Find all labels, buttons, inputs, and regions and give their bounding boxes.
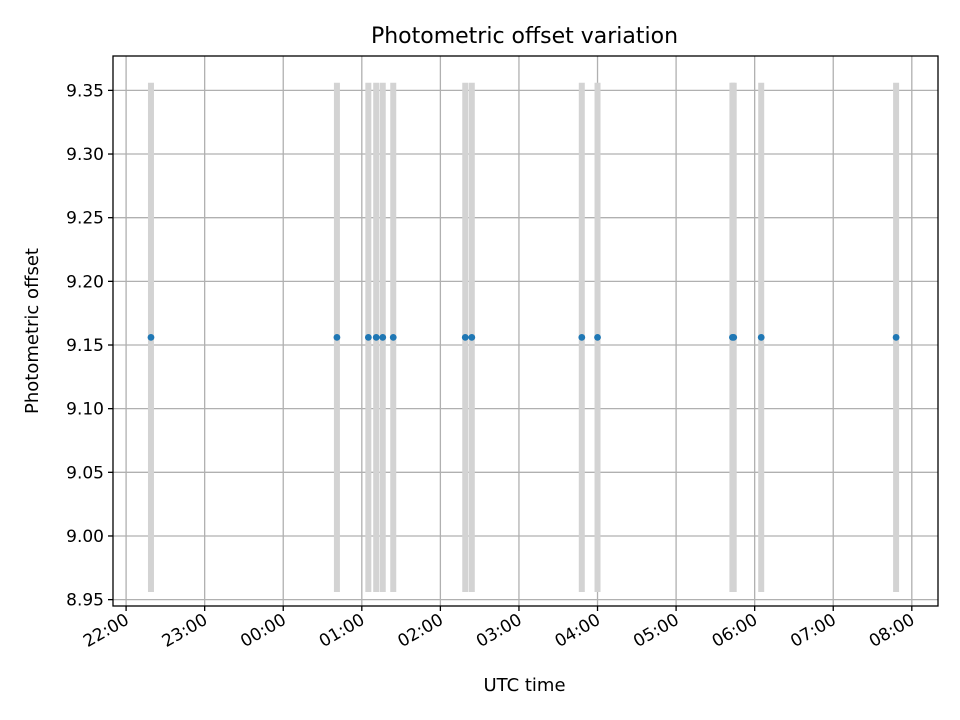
y-tick-label: 9.20: [66, 272, 104, 292]
data-point: [379, 333, 387, 341]
data-point: [594, 333, 601, 341]
x-tick-label: 03:00: [473, 610, 525, 652]
data-point: [757, 333, 765, 341]
data-point: [364, 333, 372, 341]
data-point: [461, 333, 469, 341]
data-point: [372, 333, 380, 341]
data-point: [892, 333, 900, 341]
plot-area-frame: [112, 55, 939, 607]
y-axis-ticks: 8.95 9.00 9.05 9.10 9.15 9.20 9.25 9.30 9.35: [66, 81, 113, 611]
data-point: [730, 333, 738, 341]
data-point: [578, 333, 586, 341]
y-axis-label: Photometric offset: [22, 248, 43, 414]
y-tick-label: 9.35: [66, 81, 104, 101]
data-point: [389, 333, 397, 341]
x-tick-label: 22:00: [80, 610, 132, 652]
x-tick-label: 08:00: [866, 610, 918, 652]
data-point: [333, 333, 341, 341]
x-tick-label: 02:00: [394, 610, 446, 652]
x-tick-label: 00:00: [237, 610, 289, 652]
x-tick-label: 23:00: [159, 610, 211, 652]
y-tick-label: 9.25: [66, 209, 104, 229]
y-tick-label: 9.00: [66, 527, 104, 547]
data-point: [147, 333, 155, 341]
y-tick-label: 8.95: [66, 591, 104, 611]
data-point: [468, 333, 476, 341]
x-tick-label: 04:00: [552, 610, 604, 652]
grid-lines: [113, 56, 938, 606]
chart-title: Photometric offset variation: [371, 24, 678, 49]
y-tick-label: 9.10: [66, 400, 104, 420]
y-tick-label: 9.30: [66, 145, 104, 165]
x-tick-label: 05:00: [630, 610, 682, 652]
x-axis-ticks: 22:00 23:00 00:00 01:00 02:00 03:00 04:00 05:00…: [80, 606, 918, 652]
x-tick-label: 07:00: [787, 610, 839, 652]
error-bars: [147, 82, 900, 592]
x-tick-label: 06:00: [709, 610, 761, 652]
y-tick-label: 9.05: [66, 463, 104, 483]
y-tick-label: 9.15: [66, 336, 104, 356]
x-axis-label: UTC time: [483, 675, 565, 696]
x-tick-label: 01:00: [316, 610, 368, 652]
data-points: [147, 333, 900, 341]
